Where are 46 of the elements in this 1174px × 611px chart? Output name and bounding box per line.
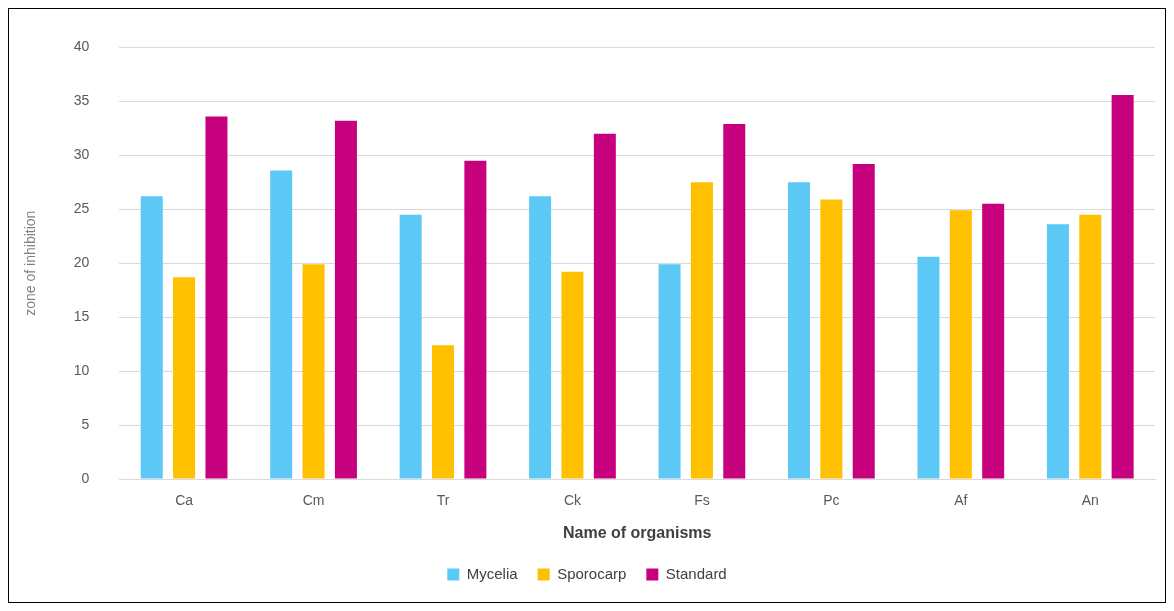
bar <box>1079 214 1102 479</box>
y-tick-label: 15 <box>73 308 90 325</box>
bar <box>658 264 681 479</box>
x-tick-label: Ca <box>175 492 194 509</box>
bar <box>723 124 746 479</box>
bar <box>140 196 163 479</box>
bar <box>561 271 584 479</box>
y-axis-title: zone of inhibition <box>22 210 39 316</box>
bar <box>464 160 487 479</box>
bar <box>205 116 228 479</box>
y-tick-label: 0 <box>81 469 90 486</box>
bar <box>270 170 293 479</box>
bar <box>820 199 843 479</box>
x-tick-label: Af <box>954 492 968 509</box>
y-tick-label: 10 <box>73 361 90 378</box>
x-tick-label: Ck <box>563 492 583 509</box>
y-tick-label: 20 <box>73 254 90 271</box>
bar <box>302 264 325 479</box>
y-tick-label: 30 <box>73 146 90 163</box>
bar <box>917 256 940 479</box>
x-tick-label: Cm <box>302 492 325 509</box>
bar <box>529 196 552 479</box>
bar <box>173 277 196 479</box>
x-axis-title: Name of organisms <box>562 523 712 541</box>
bar <box>399 214 422 479</box>
bar <box>982 203 1005 479</box>
legend-label: Mycelia <box>466 564 519 582</box>
bar <box>788 182 811 479</box>
bar <box>949 210 972 479</box>
bar <box>1046 224 1069 479</box>
bar <box>432 345 455 479</box>
bar <box>852 163 875 479</box>
x-tick-label: Fs <box>694 492 710 509</box>
bar <box>593 133 616 479</box>
y-tick-label: 25 <box>73 200 90 217</box>
x-tick-label: An <box>1081 492 1099 509</box>
legend-label: Sporocarp <box>557 564 627 582</box>
bar <box>1111 94 1134 479</box>
y-tick-label: 5 <box>81 415 90 432</box>
bar <box>690 182 713 479</box>
x-tick-label: Pc <box>823 492 840 509</box>
y-tick-label: 40 <box>73 38 90 55</box>
y-tick-label: 35 <box>73 92 90 109</box>
bar <box>334 120 357 479</box>
legend-label: Standard <box>665 564 727 582</box>
x-tick-label: Tr <box>436 492 450 509</box>
